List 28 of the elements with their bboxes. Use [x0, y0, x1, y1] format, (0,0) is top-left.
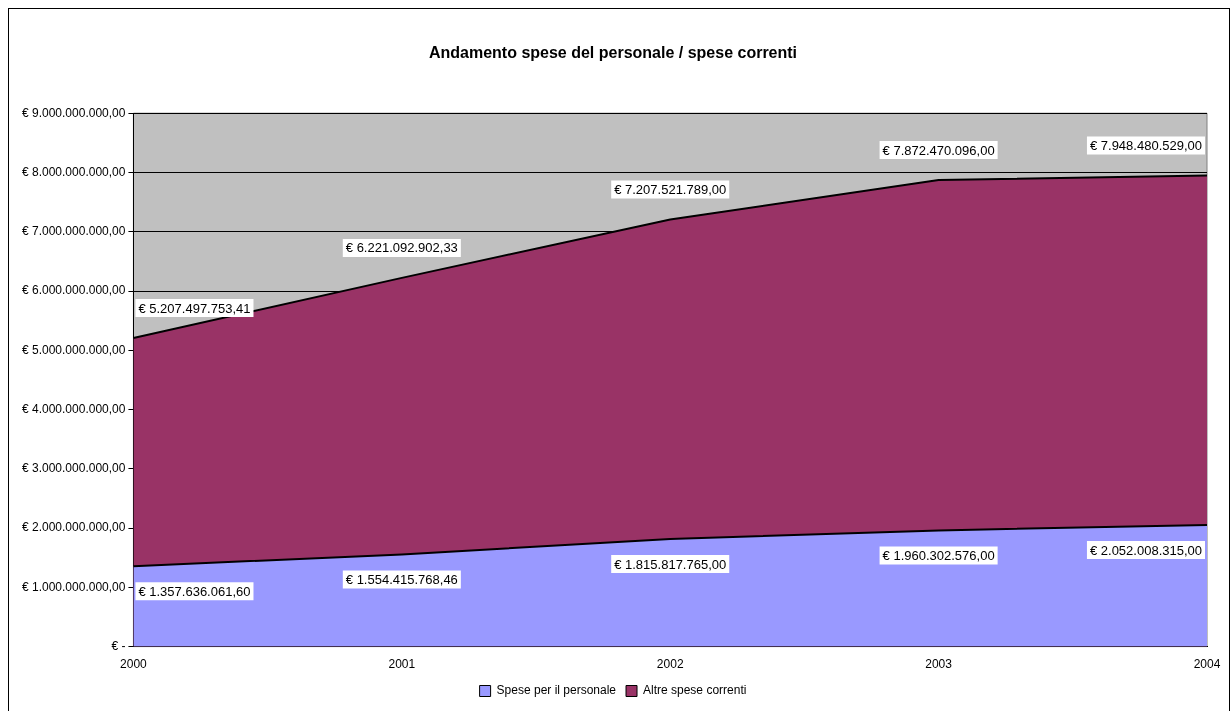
chart-title: Andamento spese del personale / spese correnti	[428, 44, 798, 62]
legend-label: Altre spese correnti	[643, 683, 747, 698]
legend-label: Spese per il personale	[496, 683, 617, 698]
data-label: € 1.357.636.061,60	[138, 583, 251, 599]
x-tick-label: 2004	[1193, 657, 1221, 672]
x-tick-label: 2001	[388, 657, 416, 672]
data-label: € 7.872.470.096,00	[882, 142, 995, 158]
data-label: € 2.052.008.315,00	[1089, 542, 1203, 558]
y-tick-label: € 2.000.000.000,00	[21, 520, 126, 535]
y-tick-label: € 6.000.000.000,00	[21, 283, 126, 298]
data-label: € 7.948.480.529,00	[1089, 138, 1203, 154]
data-label: € 7.207.521.789,00	[614, 182, 727, 198]
data-label: € 5.207.497.753,41	[138, 300, 251, 316]
y-tick-label: € 4.000.000.000,00	[21, 401, 126, 416]
y-tick-label: € 8.000.000.000,00	[21, 164, 126, 179]
x-tick-label: 2000	[120, 657, 148, 672]
data-label: € 1.960.302.576,00	[882, 548, 995, 563]
y-tick-label: € -	[111, 638, 126, 653]
y-tick-label: € 9.000.000.000,00	[21, 105, 126, 120]
y-tick-label: € 7.000.000.000,00	[21, 224, 126, 239]
y-tick-label: € 1.000.000.000,00	[21, 579, 126, 594]
y-tick-label: € 5.000.000.000,00	[21, 342, 126, 357]
x-tick-label: 2002	[656, 657, 684, 672]
y-tick-label: € 3.000.000.000,00	[21, 461, 126, 476]
data-label: € 1.815.817.765,00	[614, 556, 727, 572]
data-label: € 6.221.092.902,33	[345, 240, 458, 256]
data-label: € 1.554.415.768,46	[345, 572, 458, 588]
x-tick-label: 2003	[925, 657, 953, 672]
